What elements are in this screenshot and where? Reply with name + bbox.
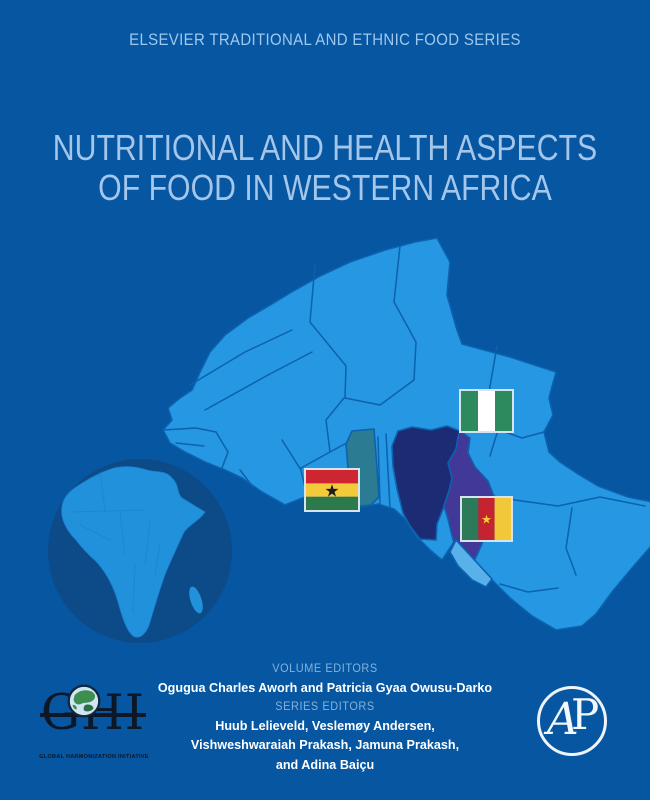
- ghana-flag-green-stripe: [306, 496, 358, 510]
- series-editors-names-line-2: Vishweshwaraiah Prakash, Jamuna Prakash,: [190, 737, 460, 752]
- nigeria-flag-green-left: [461, 391, 478, 431]
- academic-press-logo: A P: [537, 686, 607, 756]
- nigeria-flag: [459, 389, 514, 433]
- ghana-flag: ★: [304, 468, 360, 512]
- cameroon-flag-red-stripe: [478, 498, 495, 540]
- ghana-star-icon: ★: [324, 482, 339, 502]
- madagascar-shape: [189, 586, 203, 614]
- cameroon-flag-green-stripe: [462, 498, 479, 540]
- editors-block: VOLUME EDITORS Ogugua Charles Aworh and …: [0, 660, 650, 774]
- nigeria-flag-white-center: [478, 391, 495, 431]
- series-editors-names-line-3: and Adina Baiçu: [275, 756, 375, 772]
- ap-logo-letter-p: P: [571, 690, 600, 739]
- ghi-logo-tagline: GLOBAL HARMONIZATION INITIATIVE: [39, 754, 149, 760]
- volume-editors-label: VOLUME EDITORS: [272, 663, 378, 675]
- coastal-countries: [449, 539, 493, 588]
- africa-inset: [48, 459, 232, 643]
- ghi-logo: GHI GLOBAL HARMONIZATION INITIATIVE: [38, 682, 150, 768]
- book-title: NUTRITIONAL AND HEALTH ASPECTS OF FOOD I…: [0, 128, 650, 208]
- country-borders: [162, 245, 646, 593]
- series-title: ELSEVIER TRADITIONAL AND ETHNIC FOOD SER…: [129, 30, 521, 49]
- ghi-logo-bar: [40, 713, 146, 717]
- africa-continent: [61, 466, 206, 638]
- ghana-flag-yellow-stripe: [306, 483, 358, 497]
- nigeria-flag-green-right: [495, 391, 512, 431]
- cameroon-flag-yellow-stripe: [494, 498, 511, 540]
- ap-logo-letter-a: A: [547, 694, 579, 745]
- cameroon-star-icon: ★: [481, 513, 492, 527]
- book-title-line-1: NUTRITIONAL AND HEALTH ASPECTS: [52, 127, 598, 168]
- series-editors-label: SERIES EDITORS: [275, 700, 375, 713]
- series-editors-names-line-1: Huub Lelieveld, Veslemøy Andersen,: [215, 717, 435, 733]
- globe-icon: [67, 684, 101, 718]
- africa-inset-borders: [69, 471, 161, 613]
- book-title-line-2: OF FOOD IN WESTERN AFRICA: [98, 167, 552, 208]
- cameroon-flag: ★: [460, 496, 513, 542]
- ghana-flag-red-stripe: [306, 470, 358, 484]
- volume-editors-names: Ogugua Charles Aworh and Patricia Gyaa O…: [157, 680, 493, 695]
